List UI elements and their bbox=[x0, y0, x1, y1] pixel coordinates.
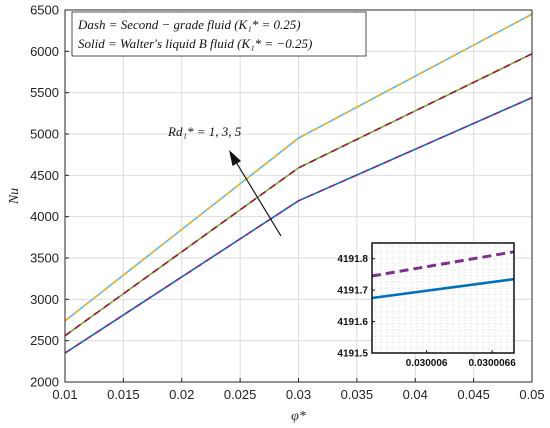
x-tick-label: 0.025 bbox=[224, 387, 257, 402]
inset-y-tick-label: 4191.6 bbox=[337, 317, 368, 328]
y-tick-label: 5000 bbox=[30, 127, 59, 142]
rd-annotation: Rd₁* = 1, 3, 5 bbox=[167, 124, 282, 237]
inset-zoom: 4191.5 4191.6 4191.7 4191.8 0.030006 0.030006… bbox=[337, 242, 516, 369]
series-line-3 bbox=[64, 53, 533, 337]
x-tick-label: 0.045 bbox=[457, 387, 490, 402]
inset-series-group bbox=[371, 250, 515, 300]
legend-entry-dash: Dash = Second − grade fluid (K₁* = 0.25) bbox=[77, 17, 301, 32]
inset-y-tick-label: 4191.5 bbox=[337, 349, 368, 360]
y-tick-label: 2500 bbox=[30, 333, 59, 348]
x-tick-label: 0.035 bbox=[341, 387, 374, 402]
y-tick-label: 5500 bbox=[30, 85, 59, 100]
legend-entry-solid: Solid = Walter's liquid B fluid (K₁* = −… bbox=[78, 36, 312, 51]
series-line-1 bbox=[64, 96, 533, 354]
y-tick-label: 6000 bbox=[30, 44, 59, 59]
legend-box bbox=[71, 11, 367, 57]
y-tick-label: 4500 bbox=[30, 168, 59, 183]
inset-y-tick-label: 4191.8 bbox=[337, 254, 368, 265]
series-line-5 bbox=[64, 13, 533, 322]
x-tick-label: 0.01 bbox=[52, 387, 77, 402]
inset-frame bbox=[371, 242, 515, 354]
x-tick-label: 0.03 bbox=[286, 387, 311, 402]
inset-y-tick-label: 4191.7 bbox=[337, 286, 368, 297]
annotation-arrow-head bbox=[229, 150, 241, 166]
y-axis-label: Nu bbox=[7, 188, 22, 205]
inset-x-tick-label: 0.0300066 bbox=[469, 358, 517, 369]
annotation-arrow bbox=[235, 161, 282, 237]
y-tick-label: 6500 bbox=[30, 3, 59, 18]
y-tick-label: 4000 bbox=[30, 209, 59, 224]
y-tick-label: 3000 bbox=[30, 292, 59, 307]
inset-ticks: 4191.5 4191.6 4191.7 4191.8 0.030006 0.030006… bbox=[337, 254, 516, 369]
x-tick-label: 0.02 bbox=[169, 387, 194, 402]
inset-background bbox=[372, 243, 514, 353]
x-axis-label: φ* bbox=[291, 409, 306, 424]
inset-series-line-0 bbox=[371, 250, 515, 278]
axis-ticks: 0.01 0.015 0.02 0.025 0.03 0.035 0.04 0.045 0.05… bbox=[30, 3, 545, 403]
x-tick-label: 0.015 bbox=[107, 387, 140, 402]
annotation-label: Rd₁* = 1, 3, 5 bbox=[167, 124, 242, 139]
x-tick-label: 0.04 bbox=[403, 387, 428, 402]
main-series-group bbox=[64, 13, 533, 354]
y-tick-label: 3500 bbox=[30, 251, 59, 266]
inset-series-line-1 bbox=[371, 277, 515, 300]
legend: Dash = Second − grade fluid (K₁* = 0.25)… bbox=[71, 11, 367, 57]
inset-x-tick-label: 0.030006 bbox=[406, 358, 448, 369]
x-tick-label: 0.05 bbox=[519, 387, 544, 402]
y-tick-label: 2000 bbox=[30, 375, 59, 390]
